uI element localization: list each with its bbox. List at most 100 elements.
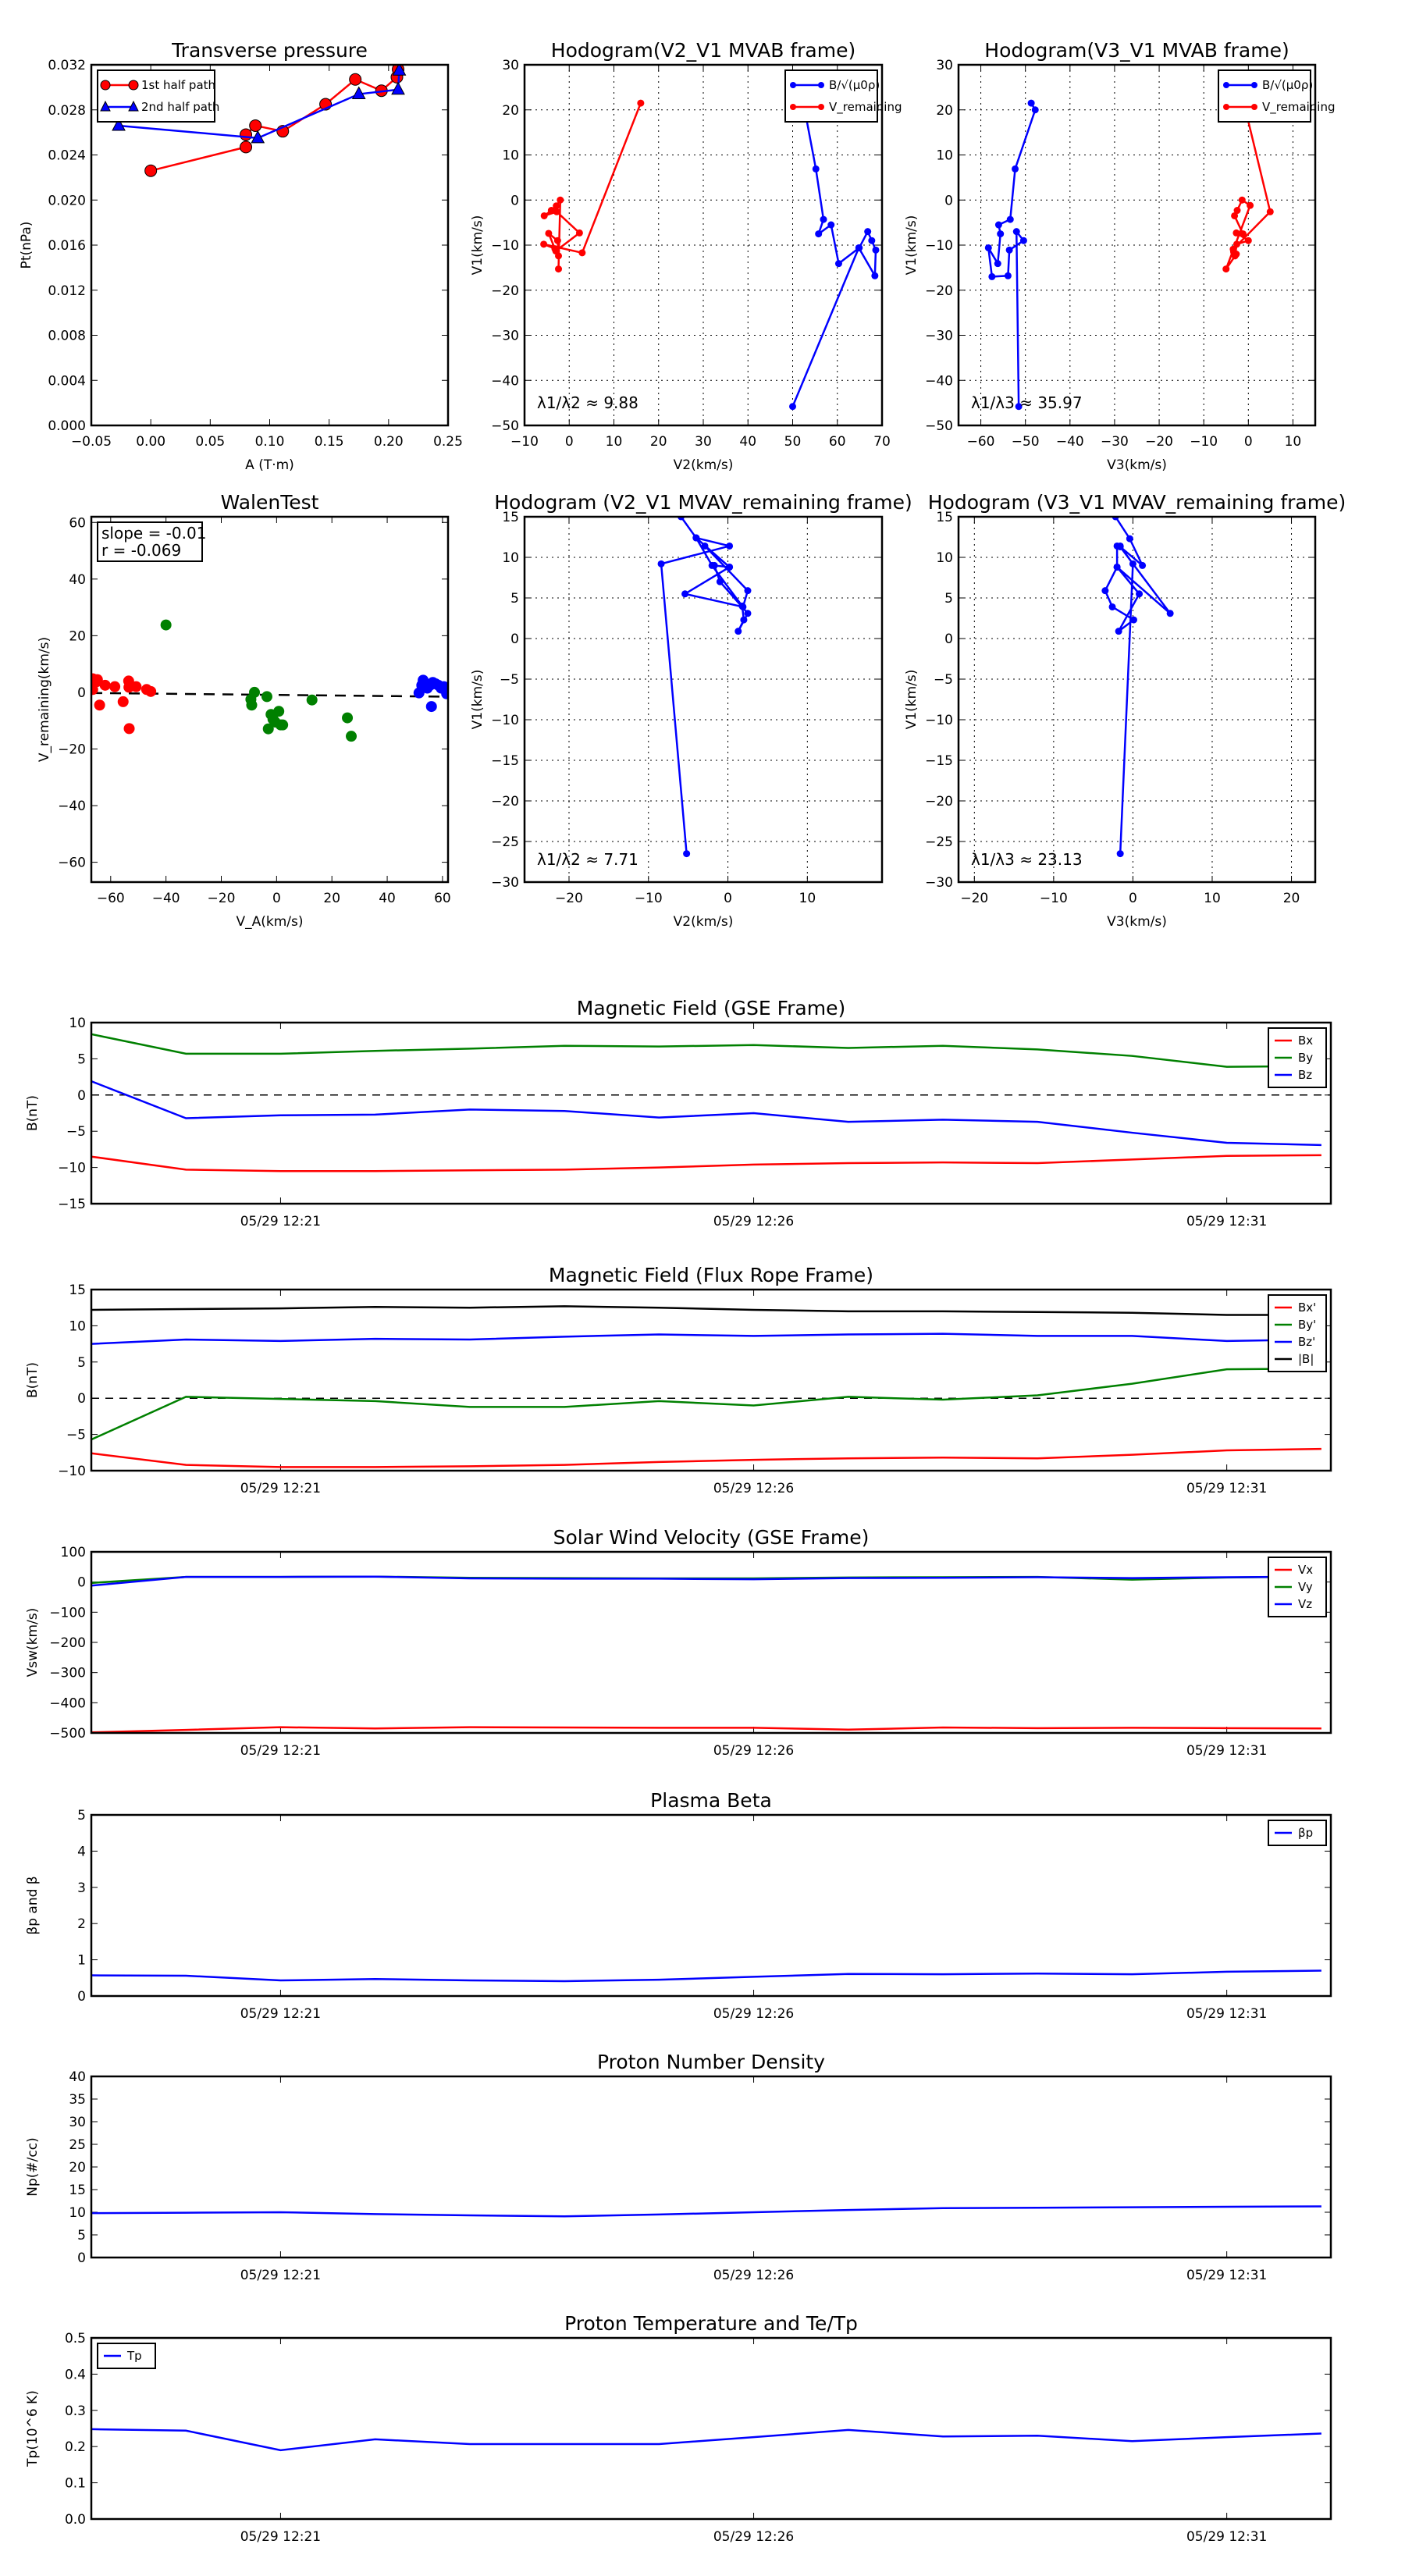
x-tick-label: 70 [873,434,891,450]
y-axis-label: V_remaining(km/s) [37,637,52,762]
series-line-tp [91,2428,1321,2452]
axes-frame [90,2075,1332,2259]
chart-proton-temperature: Proton Temperature and Te/Tp 05/29 12:21 0… [25,2312,1332,2545]
y-tick-label: −30 [925,875,953,891]
chart-hodogram-v2-v1-mvav: Hodogram (V2_V1 MVAV_remaining frame) −20… [470,491,912,930]
x-tick-label: −10 [1190,434,1218,450]
x-tick-label: −20 [555,891,583,906]
x-axis-label: V3(km/s) [1107,914,1167,930]
x-tick-label: −10 [510,434,539,450]
series-line-b0 [987,102,1037,407]
y-tick-label: −10 [925,238,953,254]
data-point [872,246,880,254]
x-tick-label: −60 [967,434,995,450]
y-tick-label: 0 [77,685,86,701]
x-tick-label: 20 [1283,891,1300,906]
legend-label: Tp [126,2349,142,2363]
plot-area [984,99,1274,411]
legend-label: 1st half path [141,78,215,92]
x-tick-label: 20 [323,891,340,906]
x-tick-label: 0.10 [255,434,285,450]
y-tick-label: −10 [925,713,953,728]
chart-transverse-pressure: Transverse pressure −0.05 0.00 0.05 0.10 0.15… [19,39,463,473]
y-tick-label: 15 [502,510,519,525]
plot-area [657,517,752,858]
x-tick-label: 0.05 [195,434,225,450]
y-tick-label: 0 [510,632,519,647]
y-axis-label: Pt(nPa) [19,222,34,269]
x-tick-label: 0 [1244,434,1253,450]
series-line-bz [91,1080,1321,1147]
y-tick-label: 5 [77,1808,86,1823]
data-point [683,850,691,858]
chart-proton-number-density: Proton Number Density 05/29 12:21 05/29 12… [25,2051,1332,2283]
data-point [726,563,734,571]
x-tick-label: −40 [1056,434,1084,450]
series-line-vremaining [660,517,749,854]
x-tick-label: 05/29 12:26 [713,2006,794,2022]
y-tick-label: 20 [502,103,519,119]
data-point [994,221,1002,229]
y-axis-label: Np(#/cc) [25,2137,41,2196]
legend: 1st half path 2nd half path [97,69,219,123]
chart-title: Magnetic Field (GSE Frame) [577,997,845,1019]
x-tick-label: 05/29 12:31 [1186,2006,1267,2022]
chart-hodogram-v3-v1-mvab: Hodogram(V3_V1 MVAB frame) −60 −50 −40 −30 −2… [904,39,1336,473]
y-tick-label: 0.1 [65,2476,86,2492]
chart-magnetic-field-flux-rope: Magnetic Field (Flux Rope Frame) 05/29 12… [25,1264,1332,1496]
x-tick-label: −40 [152,891,180,906]
y-tick-label: 0.2 [65,2439,86,2455]
y-tick-label: 30 [502,58,519,73]
data-point [240,141,253,154]
chart-title: Magnetic Field (Flux Rope Frame) [549,1264,873,1286]
data-point [1012,165,1019,173]
legend-marker [790,82,796,88]
y-tick-label: −15 [491,753,519,769]
x-tick-label: 0 [1129,891,1137,906]
data-point [1239,230,1247,238]
legend-label: V_remaining [829,100,902,115]
plot-area [91,2428,1321,2452]
data-point [557,196,564,204]
y-tick-label: 0 [77,1989,86,2005]
legend-label: |B| [1298,1352,1314,1366]
legend: Tp [97,2343,156,2369]
legend: B/√(μ0ρ) V_remaining [1218,69,1336,123]
data-point [540,240,548,248]
y-axis-label: V1(km/s) [904,215,919,276]
y-tick-label: 35 [69,2092,86,2108]
x-tick-label: 05/29 12:26 [713,2268,794,2283]
y-axis-label: V1(km/s) [470,670,486,730]
x-axis-label: V2(km/s) [674,457,734,473]
x-tick-label: 05/29 12:21 [240,2529,321,2545]
x-tick-label: 10 [1204,891,1221,906]
data-point [997,230,1005,238]
data-point [1231,212,1239,219]
y-tick-label: 15 [69,1283,86,1298]
y-tick-label: 0 [77,2250,86,2266]
y-tick-label: 0.4 [65,2367,86,2382]
data-point [425,701,437,713]
data-point [112,117,126,131]
y-tick-label: 30 [936,58,953,73]
chart-title: Solar Wind Velocity (GSE Frame) [553,1526,870,1549]
chart-title: Plasma Beta [650,1789,772,1812]
series-line-np [91,2205,1321,2218]
y-tick-label: 0 [510,193,519,208]
y-tick-label: 20 [936,103,953,119]
y-tick-label: 0.028 [48,103,86,119]
data-point [578,249,586,257]
data-point [1222,265,1230,273]
x-tick-label: 0.25 [433,434,463,450]
data-point [249,119,262,132]
y-tick-label: 5 [77,2228,86,2243]
y-tick-label: −10 [491,713,519,728]
y-tick-label: −5 [66,1428,86,1443]
legend-marker [818,104,824,110]
x-tick-label: 05/29 12:21 [240,1214,321,1229]
data-point [553,208,560,215]
data-point [637,99,645,107]
chart-title: Proton Temperature and Te/Tp [564,2312,858,2335]
data-point [547,207,555,215]
legend-label: Bz' [1298,1335,1315,1349]
